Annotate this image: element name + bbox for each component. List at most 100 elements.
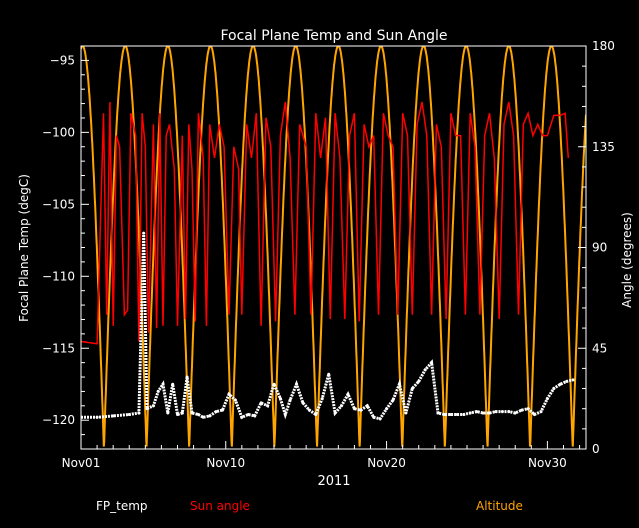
fp-temp-point — [307, 408, 311, 412]
y-axis-label-left: Focal Plane Temp (degC) — [17, 174, 31, 322]
y-right-tick-label: 45 — [592, 341, 607, 355]
fp-temp-point — [520, 408, 524, 412]
fp-temp-point — [372, 415, 376, 419]
fp-temp-point — [571, 378, 575, 382]
fp-temp-point — [365, 404, 369, 408]
fp-temp-point — [333, 411, 337, 415]
fp-temp-point — [494, 410, 498, 414]
y-right-tick-label: 0 — [592, 442, 600, 456]
fp-temp-point — [111, 414, 115, 418]
fp-temp-point — [455, 413, 459, 416]
legend-altitude: Altitude — [476, 499, 523, 513]
fp-temp-point — [423, 368, 427, 372]
fp-temp-point — [185, 375, 189, 379]
fp-temp-point — [430, 361, 434, 365]
fp-temp-point — [196, 413, 200, 416]
fp-temp-point — [500, 410, 504, 414]
y-left-tick-label: −105 — [42, 197, 75, 211]
y-right-tick-label: 135 — [592, 140, 615, 154]
fp-temp-point — [171, 382, 175, 386]
fp-temp-point — [246, 413, 250, 416]
y-left-tick-label: −115 — [42, 341, 75, 355]
fp-temp-point — [156, 389, 160, 393]
y-left-tick-label: −110 — [42, 269, 75, 283]
fp-temp-point — [166, 411, 170, 415]
x-tick-label: Nov20 — [367, 456, 406, 470]
fp-temp-point — [278, 397, 282, 401]
fp-temp-point — [190, 411, 194, 415]
fp-temp-point — [417, 379, 421, 383]
fp-temp-point — [142, 231, 146, 235]
fp-temp-point — [180, 411, 184, 415]
fp-temp-point — [266, 404, 270, 408]
fp-temp-point — [95, 415, 99, 419]
fp-temp-point — [359, 408, 363, 412]
fp-temp-point — [259, 401, 263, 405]
x-tick-label: Nov30 — [528, 456, 567, 470]
fp-temp-point — [151, 404, 155, 408]
fp-temp-point — [481, 411, 485, 415]
fp-temp-point — [539, 410, 543, 414]
series-fp-temp-line — [81, 233, 574, 421]
x-tick-label: Nov01 — [62, 456, 101, 470]
fp-temp-point — [161, 382, 165, 386]
series-sun-angle-line — [81, 101, 570, 345]
fp-temp-point — [404, 411, 408, 415]
axis-layer: Nov01 Nov10 Nov20 Nov30 −95 −100 −105 −110 −115 −… — [42, 39, 615, 470]
fp-temp-point — [137, 411, 141, 415]
fp-temp-point — [208, 414, 212, 418]
series-layer — [81, 46, 586, 447]
fp-temp-point — [468, 411, 472, 415]
fp-temp-point — [526, 407, 530, 411]
fp-temp-point — [301, 401, 305, 405]
fp-temp-point — [253, 414, 257, 418]
fp-temp-point — [233, 398, 237, 402]
fp-temp-point — [462, 413, 466, 416]
fp-temp-point — [558, 382, 562, 386]
fp-temp-point — [340, 404, 343, 408]
fp-temp-point — [545, 397, 549, 401]
fp-temp-point — [507, 410, 511, 414]
chart-title: Focal Plane Temp and Sun Angle — [220, 28, 447, 44]
y-right-tick-label: 180 — [592, 39, 615, 53]
fp-temp-point — [240, 415, 244, 419]
fp-temp-point — [176, 413, 179, 416]
fp-temp-point — [443, 413, 446, 416]
y-left-tick-label: −95 — [50, 53, 75, 67]
fp-temp-point — [449, 413, 453, 416]
y-left-tick-label: −100 — [42, 125, 75, 139]
fp-temp-point — [227, 392, 231, 396]
fp-temp-point — [201, 415, 205, 419]
fp-temp-point — [127, 413, 131, 416]
fp-temp-point — [346, 392, 350, 396]
fp-temp-point — [565, 379, 569, 383]
fp-temp-point — [295, 382, 298, 386]
fp-temp-point — [288, 398, 292, 402]
fp-temp-point — [513, 411, 517, 415]
fp-temp-point — [488, 411, 491, 415]
y-axis-label-right: Angle (degrees) — [620, 212, 634, 308]
fp-temp-point — [410, 387, 414, 390]
x-axis-label: 2011 — [317, 474, 350, 489]
fp-temp-point — [352, 407, 356, 411]
fp-temp-point — [475, 410, 479, 414]
fp-temp-point — [221, 408, 224, 412]
fp-temp-point — [320, 397, 324, 401]
fp-temp-point — [391, 398, 395, 402]
legend-fp-temp: FP_temp — [96, 499, 148, 513]
fp-temp-point — [272, 382, 276, 386]
series-altitude-line — [81, 46, 586, 447]
fp-temp-point — [385, 407, 389, 411]
x-tick-label: Nov10 — [206, 456, 245, 470]
fp-temp-point — [283, 413, 287, 416]
fp-temp-point — [327, 372, 331, 376]
fp-temp-point — [533, 413, 536, 416]
legend-sun-angle: Sun angle — [190, 499, 250, 513]
fp-temp-point — [552, 387, 556, 390]
fp-temp-point — [397, 382, 401, 386]
fp-temp-point — [214, 410, 218, 414]
fp-temp-point — [378, 417, 382, 421]
fp-temp-point — [314, 413, 318, 416]
y-right-tick-label: 90 — [592, 241, 607, 255]
